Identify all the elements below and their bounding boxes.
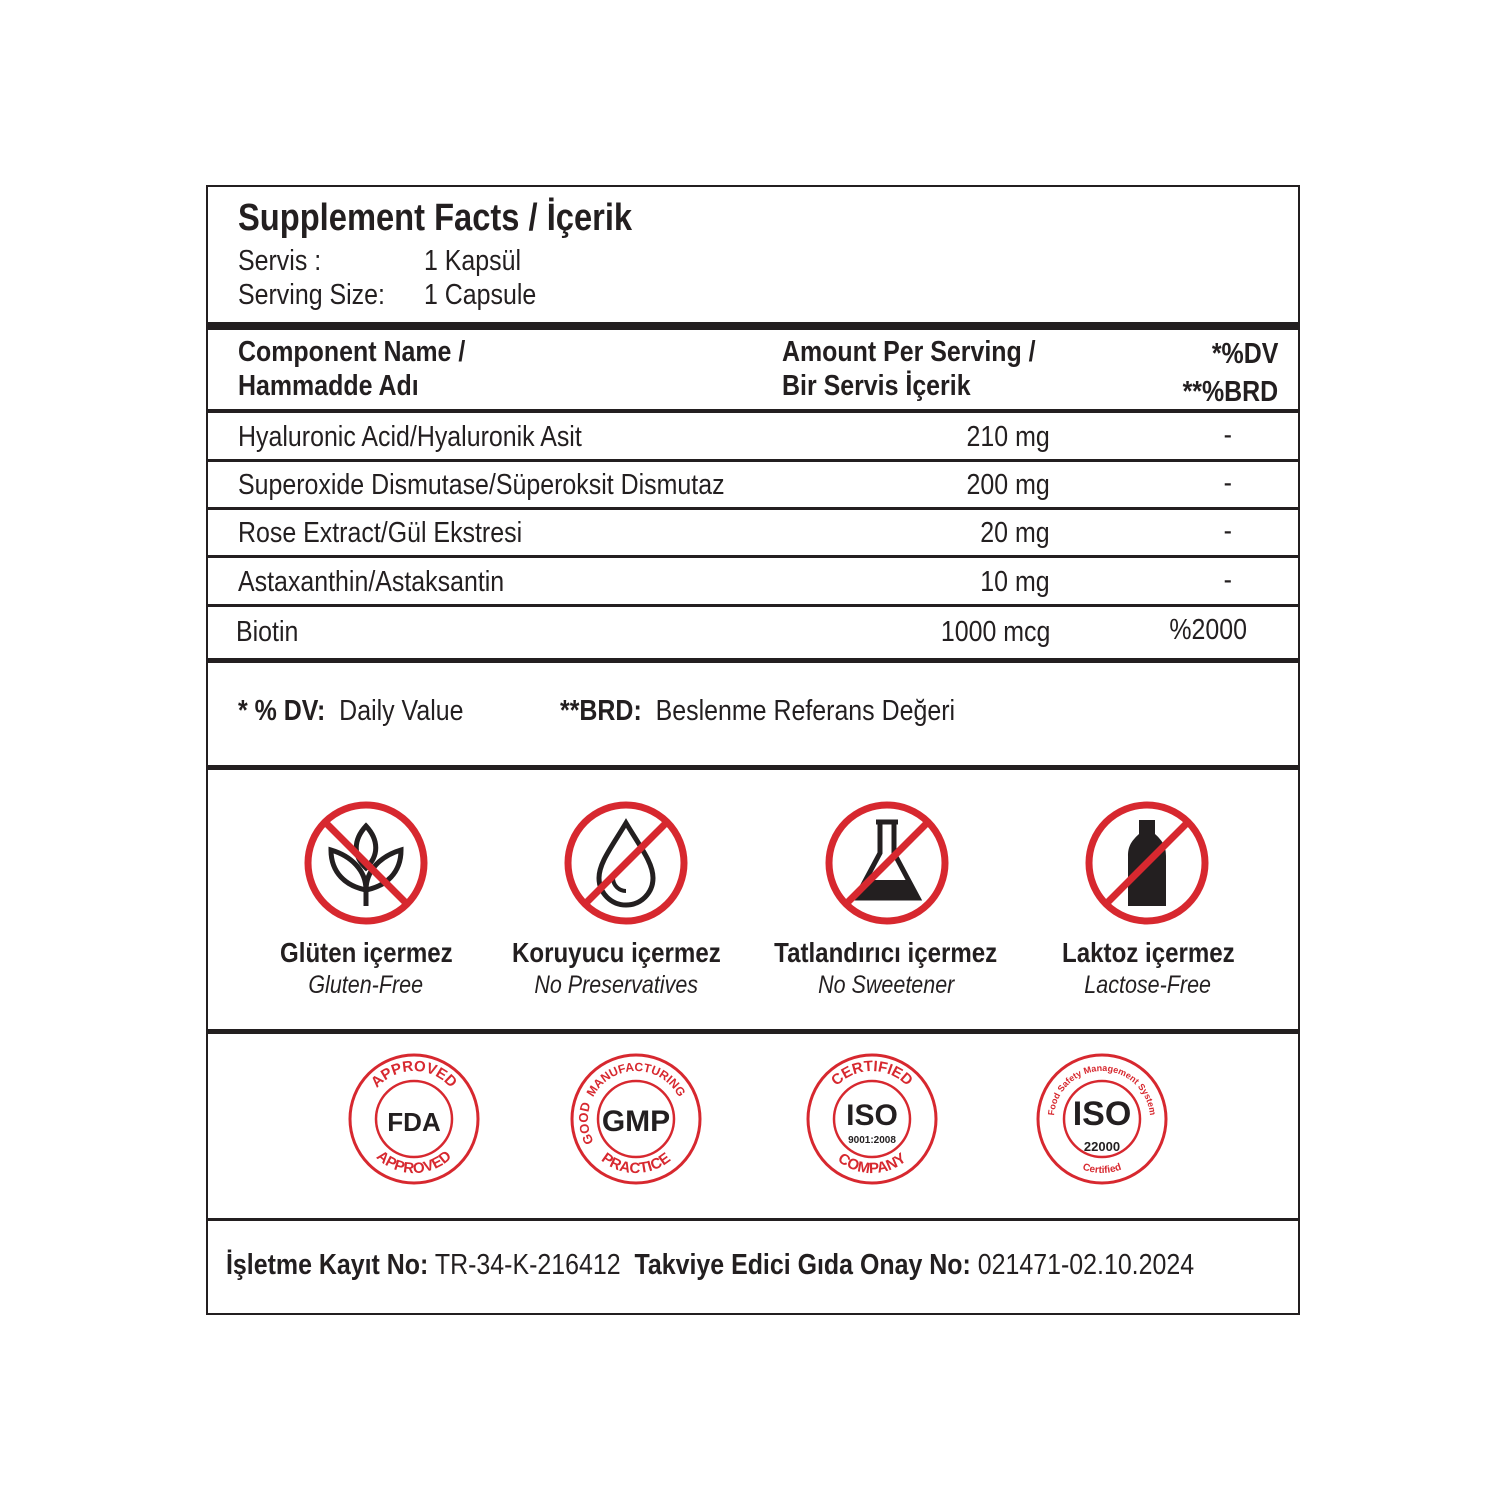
seal-sub-text: 9001:2008 xyxy=(848,1135,896,1146)
ingredient-dv: - xyxy=(1223,419,1233,451)
divider xyxy=(208,1029,1298,1034)
divider xyxy=(208,1218,1298,1221)
ingredient-dv: - xyxy=(1223,515,1233,547)
serving-tr-label: Servis : xyxy=(238,245,322,277)
ingredient-name: Hyaluronic Acid/Hyaluronik Asit xyxy=(238,421,582,453)
divider xyxy=(208,658,1298,663)
svg-text:APPROVED: APPROVED xyxy=(373,1147,455,1177)
ingredient-amount: 1000 mcg xyxy=(940,616,1050,648)
no-lactose-icon xyxy=(1082,798,1212,928)
seal-name: GMP xyxy=(602,1105,670,1138)
footnote-dv: * % DV: Daily Value xyxy=(238,695,464,727)
row-divider xyxy=(208,507,1298,510)
no-gluten-icon xyxy=(301,798,431,928)
ingredient-amount: 10 mg xyxy=(980,566,1050,598)
free-from-label: Glüten içermez Gluten-Free xyxy=(279,937,453,999)
registration-info: İşletme Kayıt No: TR-34-K-216412 Takviye… xyxy=(226,1249,1195,1281)
ingredient-amount: 200 mg xyxy=(966,469,1050,501)
ingredient-amount: 20 mg xyxy=(980,517,1050,549)
free-from-label: Laktoz içermez Lactose-Free xyxy=(1061,937,1235,999)
seal-name: ISO xyxy=(1073,1095,1132,1133)
divider xyxy=(208,409,1298,413)
column-header-dv: *%DV **%BRD xyxy=(1182,338,1278,408)
seal-bottom-text: PRACTICE xyxy=(598,1149,673,1177)
ingredient-name: Astaxanthin/Astaksantin xyxy=(238,566,505,598)
page-title: Supplement Facts / İçerik xyxy=(238,197,633,239)
svg-text:PRACTICE: PRACTICE xyxy=(598,1149,673,1177)
ingredient-dv: %2000 xyxy=(1169,614,1247,646)
ingredient-amount: 210 mg xyxy=(966,421,1050,453)
svg-text:COMPANY: COMPANY xyxy=(835,1150,910,1177)
ingredient-name: Rose Extract/Gül Ekstresi xyxy=(238,517,523,549)
certification-seal-gmp: MANUFACTURING PRACTICE GOOD GMP xyxy=(568,1051,704,1187)
ingredient-dv: - xyxy=(1223,467,1233,499)
ingredient-dv: - xyxy=(1223,564,1233,596)
footnote-brd: **BRD: Beslenme Referans Değeri xyxy=(560,695,956,727)
column-header-amount: Amount Per Serving / Bir Servis İçerik xyxy=(782,336,1036,402)
row-divider xyxy=(208,459,1298,462)
svg-text:Certified: Certified xyxy=(1081,1162,1123,1176)
free-from-label: Koruyucu içermez No Preservatives xyxy=(511,937,721,999)
divider xyxy=(208,322,1298,330)
no-sweetener-icon xyxy=(822,798,952,928)
seal-bottom-text: APPROVED xyxy=(373,1147,455,1177)
seal-sub-text: 22000 xyxy=(1084,1139,1120,1154)
certification-seal-iso: CERTIFIED COMPANY ISO 9001:2008 xyxy=(804,1051,940,1187)
supplement-facts-panel: Supplement Facts / İçerik Servis : 1 Kap… xyxy=(206,185,1300,1315)
free-from-label: Tatlandırıcı içermez No Sweetener xyxy=(774,937,998,999)
ingredient-name: Superoxide Dismutase/Süperoksit Dismutaz xyxy=(238,469,725,501)
seal-name: FDA xyxy=(387,1107,441,1137)
certification-seal-iso: Food Safety Management System Certified … xyxy=(1034,1051,1170,1187)
row-divider xyxy=(208,604,1298,607)
divider xyxy=(208,765,1298,770)
seal-left-text: GOOD xyxy=(576,1101,597,1147)
ingredient-name: Biotin xyxy=(236,616,299,648)
no-preservatives-icon xyxy=(561,798,691,928)
column-header-name: Component Name / Hammadde Adı xyxy=(238,336,466,402)
serving-tr-value: 1 Kapsül xyxy=(424,245,522,277)
seal-bottom-text: COMPANY xyxy=(835,1150,910,1177)
serving-en-value: 1 Capsule xyxy=(424,279,537,311)
serving-en-label: Serving Size: xyxy=(238,279,385,311)
svg-text:GOOD: GOOD xyxy=(576,1101,597,1147)
seal-bottom-text: Certified xyxy=(1081,1162,1123,1176)
row-divider xyxy=(208,555,1298,558)
certification-seal-fda: APPROVED APPROVED FDA xyxy=(346,1051,482,1187)
seal-name: ISO xyxy=(846,1099,898,1132)
